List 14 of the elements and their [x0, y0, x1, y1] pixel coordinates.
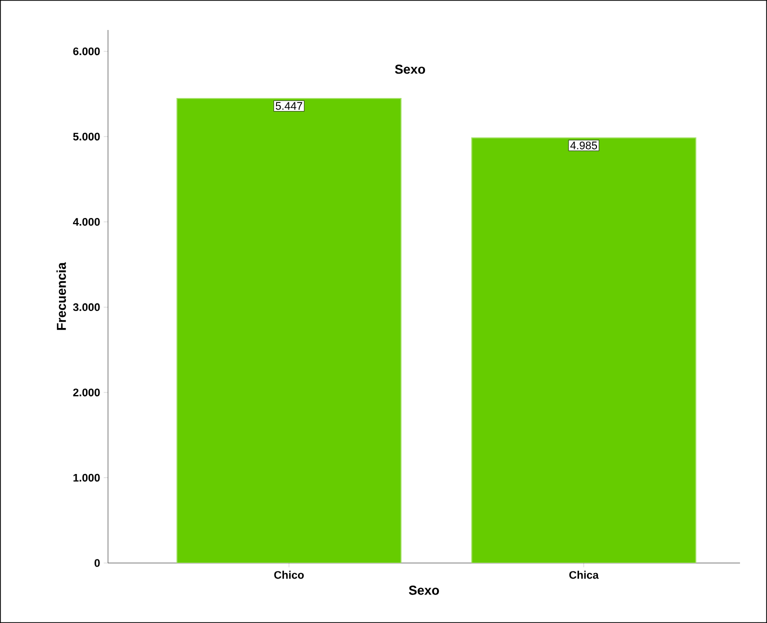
y-tick-label: 3.000: [73, 303, 100, 312]
data-label: 4.985: [570, 142, 598, 150]
y-tick-label: 4.000: [72, 218, 100, 226]
x-axis-title: Sexo: [408, 586, 439, 595]
y-tick-label: 6.000: [73, 47, 100, 56]
y-tick-label: 2.000: [73, 388, 100, 396]
y-tick-label: 5.000: [73, 132, 100, 140]
data-label: 5.447: [276, 102, 302, 110]
y-tick-label: 0: [94, 559, 100, 567]
y-axis-title: Frecuencia: [56, 262, 66, 330]
x-tick-label: Chica: [569, 570, 599, 579]
text: Sexo: [394, 64, 426, 74]
y-tick-label: 1.000: [73, 474, 100, 482]
x-tick-label: Chico: [274, 570, 304, 579]
